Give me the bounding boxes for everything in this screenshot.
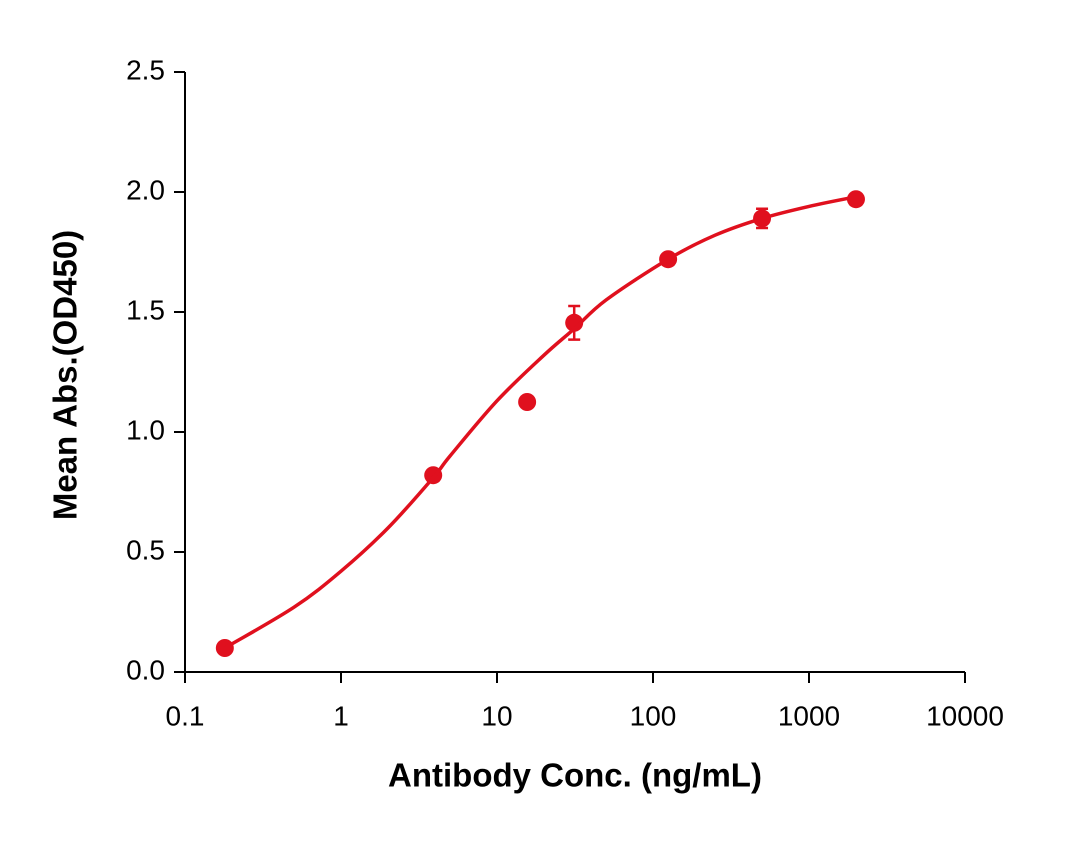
data-point [565,313,584,332]
data-point [518,393,537,411]
x-tick-label: 1000 [778,700,840,731]
y-tick-label: 2.0 [126,174,165,205]
x-tick-label: 1 [333,700,349,731]
x-tick-label: 10000 [926,700,1004,731]
y-tick-label: 2.5 [126,54,165,85]
x-axis-title: Antibody Conc. (ng/mL) [388,757,762,794]
x-tick-label: 10 [481,700,512,731]
y-tick-label: 0.5 [126,534,165,565]
x-tick-label: 100 [630,700,677,731]
y-tick-label: 0.0 [126,654,165,685]
y-tick-label: 1.0 [126,414,165,445]
y-axis-title: Mean Abs.(OD450) [47,230,84,520]
fit-curve [223,195,857,650]
y-tick-label: 1.5 [126,294,165,325]
data-point [846,190,865,209]
x-tick-label: 0.1 [166,700,205,731]
